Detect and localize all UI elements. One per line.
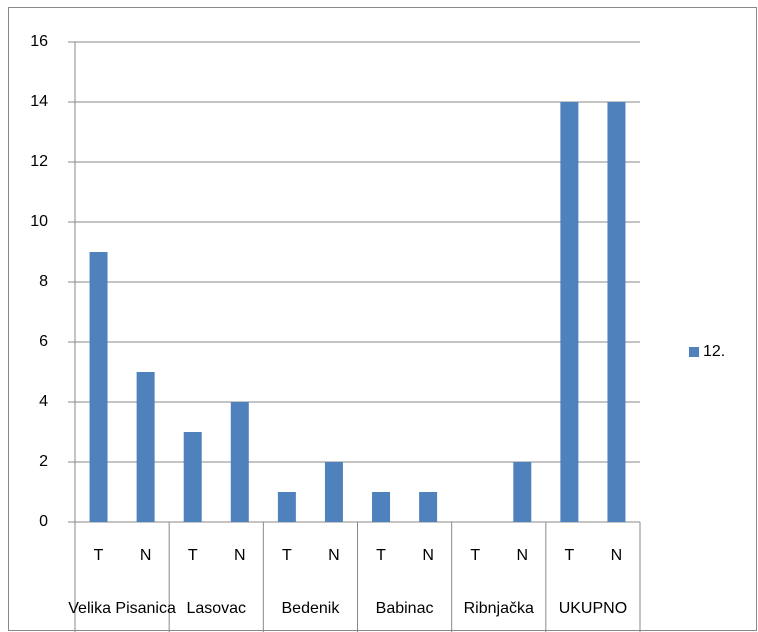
- group-label: Lasovac: [186, 600, 246, 617]
- y-tick-label: 12: [30, 153, 48, 170]
- y-tick-label: 4: [39, 393, 48, 410]
- y-tick-label: 14: [30, 93, 48, 110]
- x-tick-label: N: [140, 547, 152, 564]
- group-label: Velika Pisanica: [68, 600, 176, 617]
- legend-swatch: [689, 347, 699, 357]
- bar: [607, 102, 626, 522]
- x-tick-label: T: [564, 547, 574, 564]
- group-label: Bedenik: [282, 600, 341, 617]
- bar: [513, 462, 532, 522]
- x-tick-label: N: [517, 547, 529, 564]
- group-label: Ribnjačka: [464, 600, 534, 617]
- bar: [230, 402, 249, 522]
- x-tick-label: T: [282, 547, 292, 564]
- y-tick-label: 8: [39, 273, 48, 290]
- x-tick-label: N: [328, 547, 340, 564]
- chart-frame: [8, 7, 757, 631]
- bar: [89, 252, 108, 522]
- y-tick-label: 16: [30, 33, 48, 50]
- x-tick-label: T: [470, 547, 480, 564]
- bar: [183, 432, 202, 522]
- y-tick-label: 2: [39, 453, 48, 470]
- x-tick-label: N: [422, 547, 434, 564]
- y-tick-label: 10: [30, 213, 48, 230]
- bar: [560, 102, 579, 522]
- y-tick-label: 0: [39, 513, 48, 530]
- x-tick-label: N: [611, 547, 623, 564]
- bar: [419, 492, 438, 522]
- bar: [136, 372, 155, 522]
- group-label: UKUPNO: [559, 600, 627, 617]
- bar: [372, 492, 391, 522]
- bar: [277, 492, 296, 522]
- x-tick-label: T: [376, 547, 386, 564]
- x-tick-label: T: [94, 547, 104, 564]
- legend-label: 12.: [703, 343, 725, 360]
- y-tick-label: 6: [39, 333, 48, 350]
- x-tick-label: T: [188, 547, 198, 564]
- x-tick-label: N: [234, 547, 246, 564]
- bar: [324, 462, 343, 522]
- group-label: Babinac: [376, 600, 434, 617]
